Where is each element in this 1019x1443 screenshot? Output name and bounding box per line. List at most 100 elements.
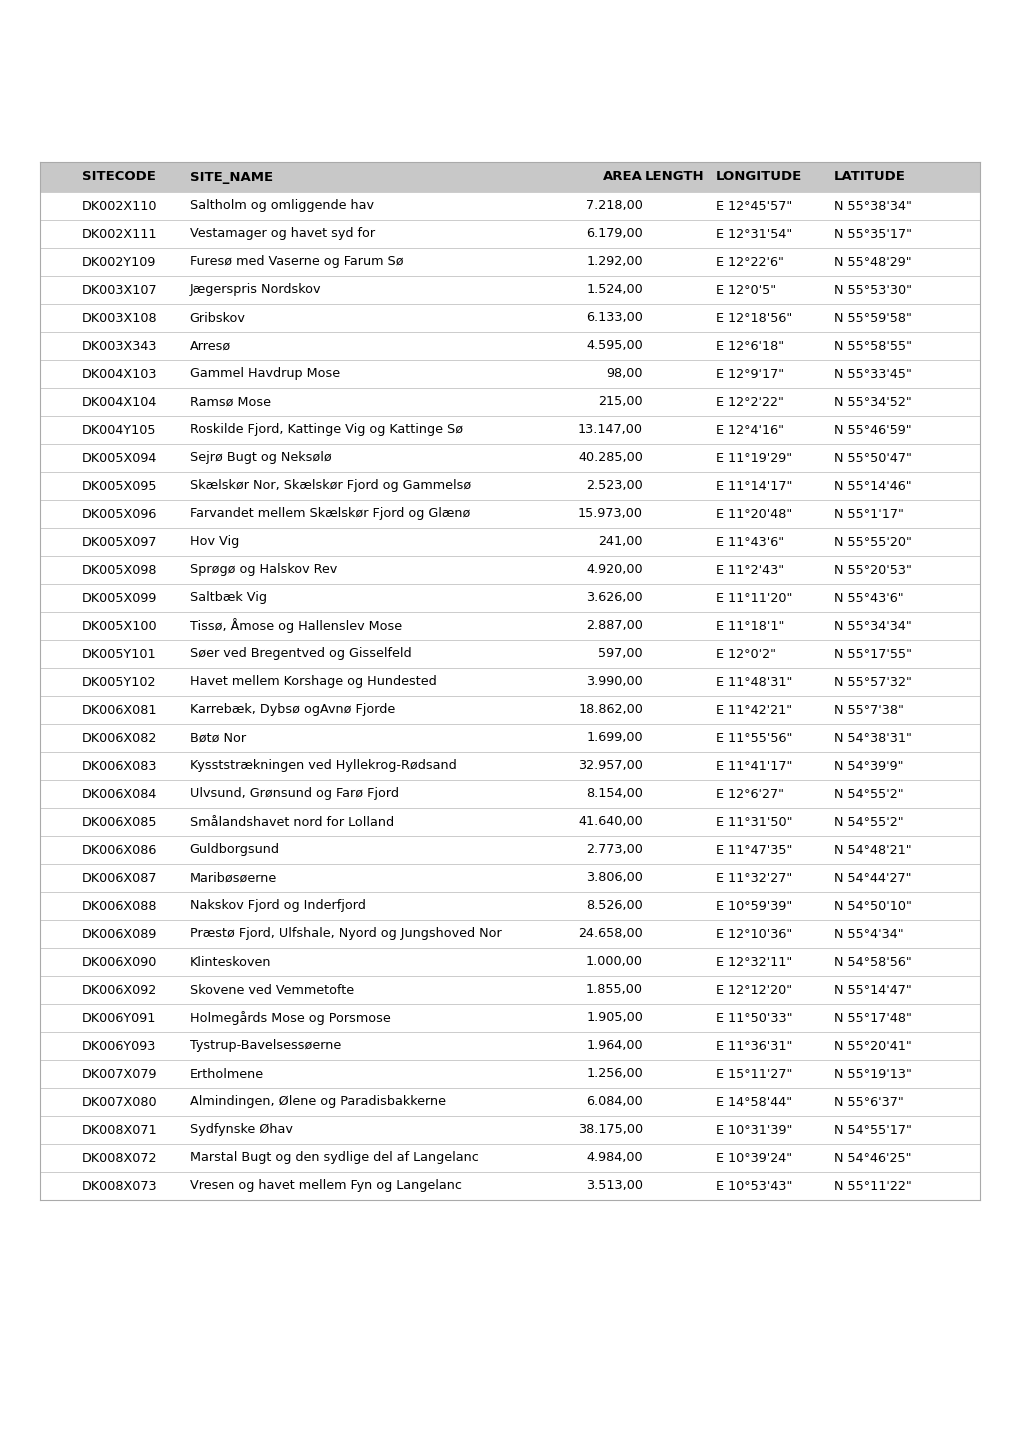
Bar <box>40 696 979 724</box>
Text: DK002Y109: DK002Y109 <box>82 255 156 268</box>
Bar <box>40 921 979 948</box>
Text: Ramsø Mose: Ramsø Mose <box>190 395 270 408</box>
Text: N 55°43'6": N 55°43'6" <box>833 592 903 605</box>
Text: 8.154,00: 8.154,00 <box>586 788 642 801</box>
Text: E 12°4'16": E 12°4'16" <box>715 423 784 436</box>
Bar <box>40 1088 979 1115</box>
Text: DK008X071: DK008X071 <box>82 1124 157 1137</box>
Text: DK004X103: DK004X103 <box>82 368 157 381</box>
Text: DK007X080: DK007X080 <box>82 1095 157 1108</box>
Bar <box>40 304 979 332</box>
Text: Holmegårds Mose og Porsmose: Holmegårds Mose og Porsmose <box>190 1012 390 1025</box>
Bar <box>40 835 979 864</box>
Text: DK006Y093: DK006Y093 <box>82 1039 156 1052</box>
Text: N 54°38'31": N 54°38'31" <box>833 732 911 745</box>
Text: 3.626,00: 3.626,00 <box>586 592 642 605</box>
Bar <box>40 472 979 501</box>
Text: N 55°53'30": N 55°53'30" <box>833 283 911 296</box>
Text: AREA: AREA <box>602 170 642 183</box>
Text: N 55°19'13": N 55°19'13" <box>833 1068 911 1081</box>
Bar <box>40 892 979 921</box>
Text: N 54°55'17": N 54°55'17" <box>833 1124 911 1137</box>
Text: DK006Y091: DK006Y091 <box>82 1012 156 1025</box>
Text: Vresen og havet mellem Fyn og Langelanc: Vresen og havet mellem Fyn og Langelanc <box>190 1179 462 1192</box>
Text: Søer ved Bregentved og Gisselfeld: Søer ved Bregentved og Gisselfeld <box>190 648 411 661</box>
Bar <box>40 1172 979 1201</box>
Text: N 55°58'55": N 55°58'55" <box>833 339 911 352</box>
Text: 15.973,00: 15.973,00 <box>578 508 642 521</box>
Text: Farvandet mellem Skælskør Fjord og Glænø: Farvandet mellem Skælskør Fjord og Glænø <box>190 508 470 521</box>
Text: E 11°14'17": E 11°14'17" <box>715 479 792 492</box>
Text: 4.920,00: 4.920,00 <box>586 564 642 577</box>
Text: N 55°17'55": N 55°17'55" <box>833 648 911 661</box>
Text: N 55°33'45": N 55°33'45" <box>833 368 911 381</box>
Text: DK005X098: DK005X098 <box>82 564 157 577</box>
Text: Gribskov: Gribskov <box>190 312 246 325</box>
Text: 3.806,00: 3.806,00 <box>586 872 642 885</box>
Text: E 11°11'20": E 11°11'20" <box>715 592 792 605</box>
Text: DK007X079: DK007X079 <box>82 1068 157 1081</box>
Text: 98,00: 98,00 <box>606 368 642 381</box>
Text: Havet mellem Korshage og Hundested: Havet mellem Korshage og Hundested <box>190 675 436 688</box>
Text: E 11°55'56": E 11°55'56" <box>715 732 792 745</box>
Text: N 55°1'17": N 55°1'17" <box>833 508 903 521</box>
Text: Saltholm og omliggende hav: Saltholm og omliggende hav <box>190 199 373 212</box>
Text: LONGITUDE: LONGITUDE <box>715 170 802 183</box>
Text: DK008X073: DK008X073 <box>82 1179 157 1192</box>
Text: E 11°41'17": E 11°41'17" <box>715 759 792 772</box>
Text: E 14°58'44": E 14°58'44" <box>715 1095 792 1108</box>
Text: 13.147,00: 13.147,00 <box>578 423 642 436</box>
Text: DK006X092: DK006X092 <box>82 984 157 997</box>
Bar <box>40 612 979 641</box>
Bar <box>40 556 979 584</box>
Text: DK008X072: DK008X072 <box>82 1152 157 1165</box>
Text: DK005X094: DK005X094 <box>82 452 157 465</box>
Bar <box>40 332 979 359</box>
Text: N 55°38'34": N 55°38'34" <box>833 199 911 212</box>
Text: Klinteskoven: Klinteskoven <box>190 955 271 968</box>
Text: DK006X090: DK006X090 <box>82 955 157 968</box>
Text: E 12°12'20": E 12°12'20" <box>715 984 792 997</box>
Text: 4.984,00: 4.984,00 <box>586 1152 642 1165</box>
Text: N 55°48'29": N 55°48'29" <box>833 255 910 268</box>
Bar <box>40 528 979 556</box>
Text: N 55°11'22": N 55°11'22" <box>833 1179 910 1192</box>
Text: N 55°34'52": N 55°34'52" <box>833 395 910 408</box>
Bar <box>40 1032 979 1061</box>
Text: E 12°0'2": E 12°0'2" <box>715 648 775 661</box>
Text: DK003X107: DK003X107 <box>82 283 157 296</box>
Bar <box>40 276 979 304</box>
Text: Maribøsøerne: Maribøsøerne <box>190 872 277 885</box>
Text: 1.855,00: 1.855,00 <box>586 984 642 997</box>
Text: 597,00: 597,00 <box>598 648 642 661</box>
Text: DK006X084: DK006X084 <box>82 788 157 801</box>
Text: 7.218,00: 7.218,00 <box>586 199 642 212</box>
Text: DK005X095: DK005X095 <box>82 479 157 492</box>
Bar <box>40 584 979 612</box>
Text: 3.990,00: 3.990,00 <box>586 675 642 688</box>
Bar <box>40 1061 979 1088</box>
Text: Smålandshavet nord for Lolland: Smålandshavet nord for Lolland <box>190 815 393 828</box>
Text: E 12°22'6": E 12°22'6" <box>715 255 784 268</box>
Bar <box>40 752 979 781</box>
Text: E 10°53'43": E 10°53'43" <box>715 1179 792 1192</box>
Text: DK005Y102: DK005Y102 <box>82 675 156 688</box>
Text: N 55°35'17": N 55°35'17" <box>833 228 911 241</box>
Text: LATITUDE: LATITUDE <box>833 170 905 183</box>
Text: DK002X110: DK002X110 <box>82 199 157 212</box>
Bar <box>40 948 979 975</box>
Text: N 55°7'38": N 55°7'38" <box>833 704 903 717</box>
Text: Skovene ved Vemmetofte: Skovene ved Vemmetofte <box>190 984 354 997</box>
Text: E 11°47'35": E 11°47'35" <box>715 844 792 857</box>
Text: E 10°39'24": E 10°39'24" <box>715 1152 792 1165</box>
Text: Nakskov Fjord og Inderfjord: Nakskov Fjord og Inderfjord <box>190 899 365 912</box>
Text: N 55°46'59": N 55°46'59" <box>833 423 910 436</box>
Text: E 12°31'54": E 12°31'54" <box>715 228 792 241</box>
Bar <box>40 781 979 808</box>
Text: N 55°34'34": N 55°34'34" <box>833 619 910 632</box>
Bar <box>40 388 979 416</box>
Text: 8.526,00: 8.526,00 <box>586 899 642 912</box>
Text: N 54°46'25": N 54°46'25" <box>833 1152 910 1165</box>
Text: DK005X096: DK005X096 <box>82 508 157 521</box>
Bar <box>40 808 979 835</box>
